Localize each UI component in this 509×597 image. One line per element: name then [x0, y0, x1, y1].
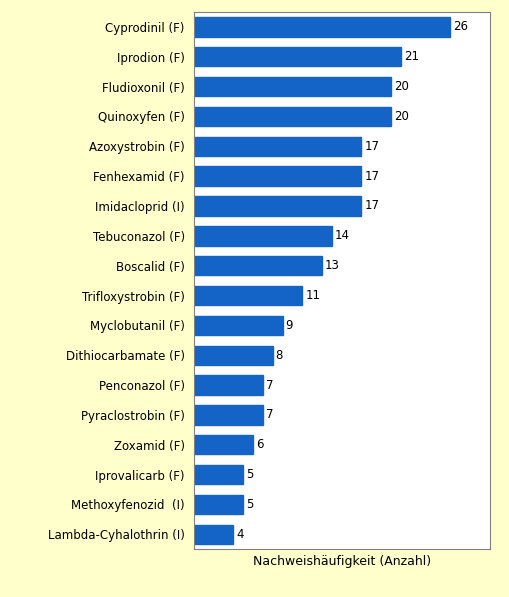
- Bar: [193, 435, 252, 454]
- Text: 13: 13: [324, 259, 339, 272]
- Text: 21: 21: [403, 50, 418, 63]
- Text: 17: 17: [363, 199, 379, 213]
- Bar: [193, 47, 400, 66]
- Text: 8: 8: [275, 349, 282, 362]
- Text: 20: 20: [393, 80, 408, 93]
- Text: 5: 5: [245, 468, 253, 481]
- Text: 17: 17: [363, 170, 379, 183]
- Text: 20: 20: [393, 110, 408, 123]
- Bar: [193, 346, 272, 365]
- Text: 6: 6: [256, 438, 263, 451]
- Bar: [193, 525, 233, 544]
- Bar: [193, 167, 361, 186]
- Bar: [193, 376, 262, 395]
- Bar: [193, 226, 331, 245]
- Bar: [193, 405, 262, 424]
- Text: 11: 11: [304, 289, 320, 302]
- Text: 17: 17: [363, 140, 379, 153]
- Bar: [193, 137, 361, 156]
- Text: 4: 4: [236, 528, 243, 541]
- Bar: [193, 465, 243, 484]
- Bar: [193, 196, 361, 216]
- Text: 7: 7: [265, 408, 273, 421]
- Text: 7: 7: [265, 378, 273, 392]
- Bar: [193, 107, 390, 126]
- Bar: [193, 495, 243, 514]
- Text: 14: 14: [334, 229, 349, 242]
- Bar: [193, 316, 282, 335]
- Text: 5: 5: [245, 498, 253, 511]
- X-axis label: Nachweishäufigkeit (Anzahl): Nachweishäufigkeit (Anzahl): [252, 555, 430, 568]
- Bar: [193, 17, 449, 36]
- Bar: [193, 256, 321, 275]
- Bar: [193, 77, 390, 96]
- Bar: [193, 286, 302, 305]
- Text: 26: 26: [452, 20, 467, 33]
- Text: 9: 9: [285, 319, 293, 332]
